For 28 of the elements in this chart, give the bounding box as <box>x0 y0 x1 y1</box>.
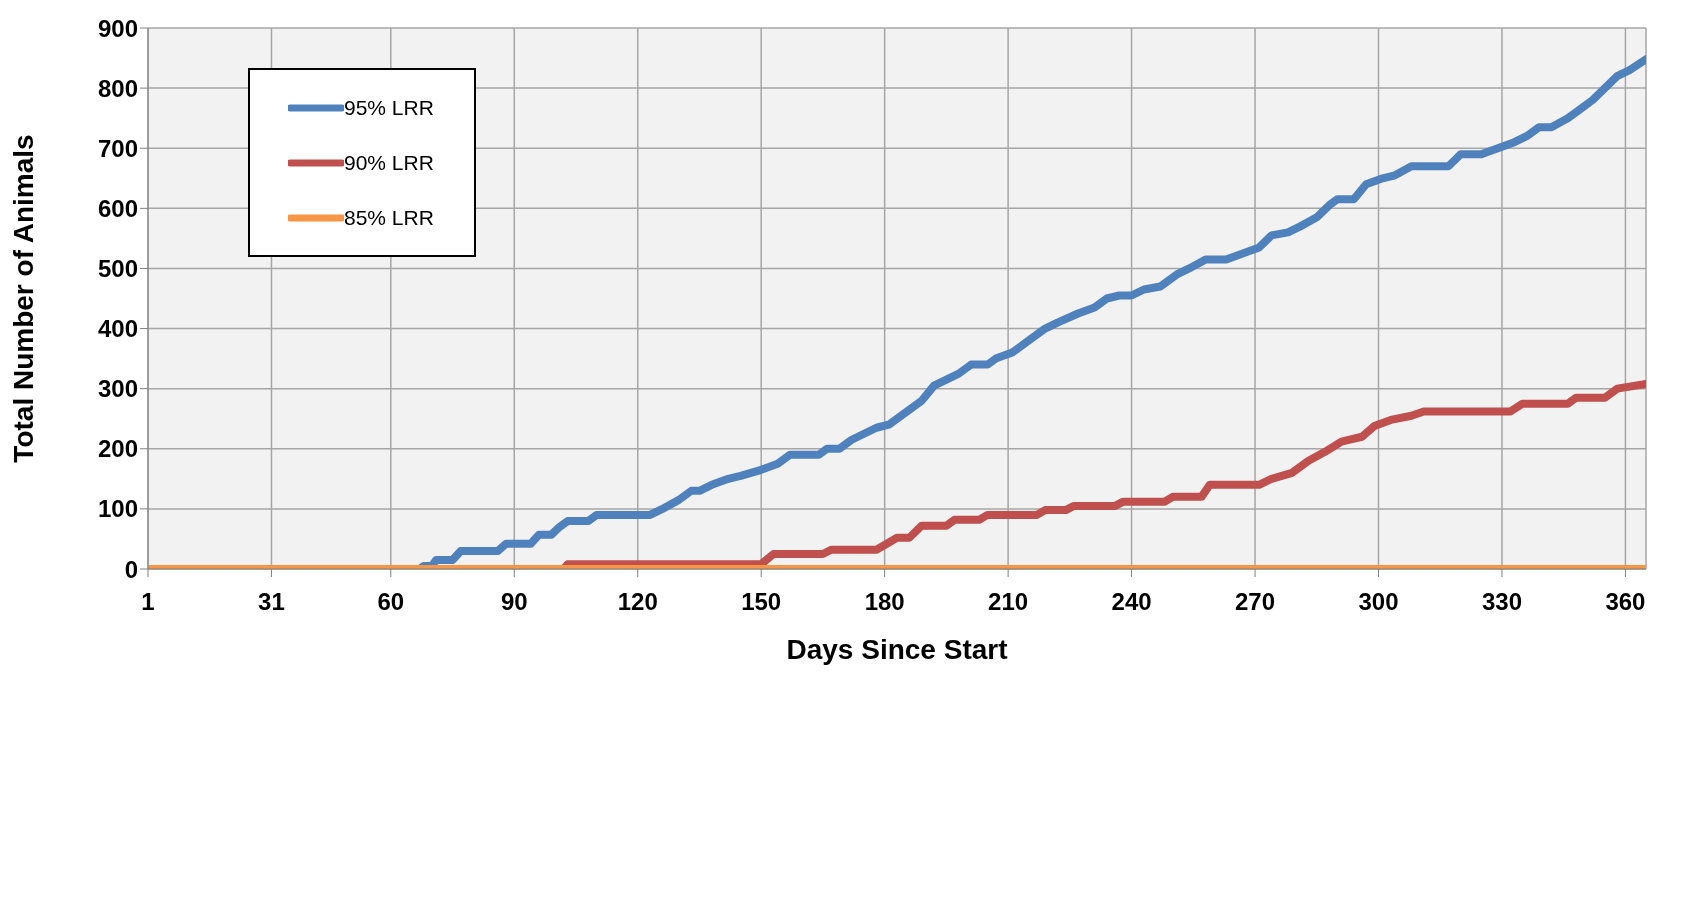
x-tick-label: 300 <box>1358 588 1399 616</box>
x-tick-label: 210 <box>988 588 1029 616</box>
x-tick-label: 120 <box>617 588 658 616</box>
y-tick-label: 200 <box>97 435 138 463</box>
y-tick-label: 0 <box>124 555 138 583</box>
x-tick-label: 90 <box>500 588 528 616</box>
y-tick-label: 900 <box>97 14 138 42</box>
x-tick-label: 330 <box>1481 588 1522 616</box>
x-tick-label: 31 <box>258 588 285 616</box>
y-tick-label: 500 <box>97 254 138 282</box>
y-tick-label: 700 <box>97 134 138 162</box>
y-tick-label: 100 <box>97 495 138 523</box>
legend-label: 90% LRR <box>344 150 434 175</box>
legend-label: 95% LRR <box>344 95 434 120</box>
y-tick-label: 800 <box>97 74 138 102</box>
x-tick-label: 270 <box>1235 588 1276 616</box>
x-tick-label: 1 <box>141 588 155 616</box>
x-tick-label: 240 <box>1111 588 1152 616</box>
x-tick-label: 180 <box>864 588 905 616</box>
x-tick-label: 150 <box>741 588 782 616</box>
y-tick-label: 300 <box>97 375 138 403</box>
y-tick-label: 400 <box>97 315 138 343</box>
x-tick-label: 60 <box>377 588 405 616</box>
y-tick-label: 600 <box>97 194 138 222</box>
x-axis-title: Days Since Start <box>786 634 1008 665</box>
x-tick-label: 360 <box>1605 588 1646 616</box>
y-axis-title: Total Number of Animals <box>7 134 39 463</box>
legend-label: 85% LRR <box>344 205 434 230</box>
